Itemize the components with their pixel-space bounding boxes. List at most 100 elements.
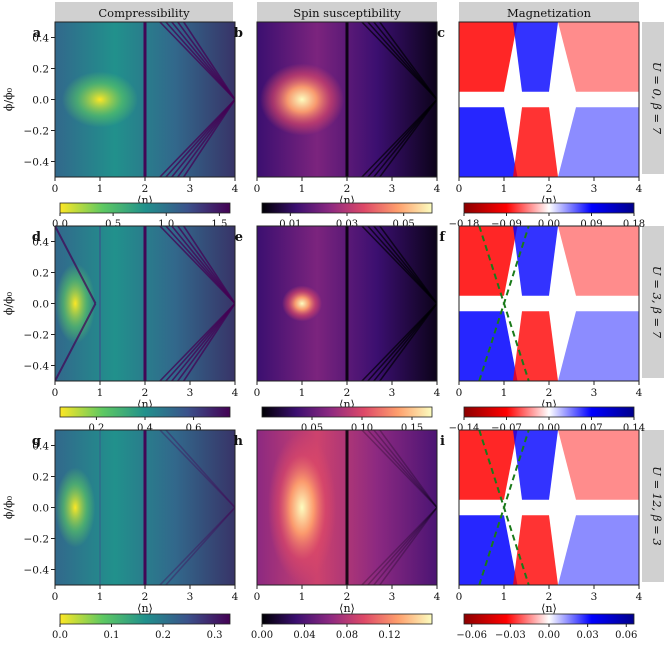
colorbar bbox=[261, 202, 433, 214]
panel-e: e0 1 2 3 4⟨n⟩0.05 0.10 0.15 bbox=[235, 225, 441, 434]
heatmap-image bbox=[257, 430, 437, 585]
x-tick-label: 4 bbox=[232, 387, 239, 399]
x-tick-label: 2 bbox=[344, 387, 351, 399]
colorbar-tick-label: −0.07 bbox=[491, 423, 522, 434]
x-tick-label: 1 bbox=[299, 591, 306, 603]
colorbar-tick-label: 0.08 bbox=[336, 630, 358, 641]
x-axis-label: ⟨n⟩ bbox=[339, 602, 355, 615]
x-tick-label: 0 bbox=[254, 387, 261, 399]
x-tick-label: 3 bbox=[591, 183, 598, 195]
x-tick-label: 3 bbox=[389, 387, 396, 399]
y-tick-label: 0.4 bbox=[32, 237, 49, 249]
panel-d: d0 1 2 3 4⟨n⟩0.40.20.0−0.2−0.4ϕ/ϕ₀0.2 0.4 0.6 bbox=[2, 225, 239, 434]
row-label: U = 0, β = 7 bbox=[650, 62, 664, 135]
colorbar-tick-label: 0.03 bbox=[577, 630, 599, 641]
x-tick-label: 2 bbox=[142, 591, 149, 603]
x-tick-label: 2 bbox=[546, 387, 553, 399]
colorbar-tick-label: 0.2 bbox=[155, 630, 171, 641]
panel-a: a0 1 2 3 4⟨n⟩0.40.20.0−0.2−0.4ϕ/ϕ₀0.0 0.5 1.0 1… bbox=[2, 21, 239, 230]
x-tick-label: 0 bbox=[254, 591, 261, 603]
colorbar-tick-label: 0.04 bbox=[293, 630, 315, 641]
colorbar-tick-label: 0.00 bbox=[538, 630, 560, 641]
panel-b: b0 1 2 3 4⟨n⟩0.01 0.03 0.05 bbox=[234, 21, 441, 230]
x-tick-label: 3 bbox=[389, 591, 396, 603]
colorbar-tick-label: 0.12 bbox=[378, 630, 400, 641]
x-tick-label: 1 bbox=[299, 387, 306, 399]
colorbar-tick-label: 0.5 bbox=[105, 219, 121, 230]
x-tick-label: 4 bbox=[636, 591, 643, 603]
x-tick-label: 2 bbox=[142, 183, 149, 195]
x-tick-label: 4 bbox=[232, 591, 239, 603]
x-tick-label: 3 bbox=[389, 183, 396, 195]
x-tick-label: 1 bbox=[97, 591, 104, 603]
colorbar bbox=[463, 613, 635, 625]
heatmap-panels: a 0 1 2 3 4 ⟨n⟩ 0.4 0.2 0.0 −0.2 −0.4 ϕ/ϕ₀ 0.0 0.5 1.0 1… bbox=[2, 21, 645, 641]
x-tick-label: 1 bbox=[299, 183, 306, 195]
row-label-tab-3: U = 12, β = 3 bbox=[642, 430, 664, 582]
y-tick-label: 0.2 bbox=[32, 472, 49, 484]
heatmap-image bbox=[257, 226, 437, 381]
colorbar-tick-label: 0.2 bbox=[88, 423, 104, 434]
y-axis-label: ϕ/ϕ₀ bbox=[2, 87, 15, 111]
x-tick-label: 0 bbox=[254, 183, 261, 195]
colorbar bbox=[463, 202, 635, 214]
y-tick-label: −0.2 bbox=[24, 126, 50, 138]
colorbar-tick-label: 0.00 bbox=[538, 423, 560, 434]
panel-letter: b bbox=[234, 26, 243, 41]
column-title: Spin susceptibility bbox=[293, 6, 401, 20]
colorbar-tick-label: 1.5 bbox=[211, 219, 227, 230]
y-tick-label: −0.4 bbox=[24, 157, 50, 169]
heatmap-image bbox=[459, 226, 639, 381]
x-tick-label: 2 bbox=[546, 183, 553, 195]
x-tick-label: 0 bbox=[52, 387, 59, 399]
x-tick-label: 1 bbox=[501, 591, 508, 603]
x-tick-label: 1 bbox=[501, 387, 508, 399]
colorbar-tick-label: 0.0 bbox=[52, 219, 68, 230]
y-axis-label: ϕ/ϕ₀ bbox=[2, 495, 15, 519]
colorbar-tick-label: 0.03 bbox=[336, 219, 358, 230]
colorbar bbox=[59, 613, 231, 625]
x-tick-label: 0 bbox=[52, 183, 59, 195]
row-label: U = 3, β = 7 bbox=[650, 266, 664, 339]
y-tick-label: 0.0 bbox=[32, 95, 49, 107]
colorbar-tick-label: 0.1 bbox=[104, 630, 120, 641]
guide-line bbox=[478, 429, 530, 586]
colorbar bbox=[261, 406, 433, 418]
column-title: Compressibility bbox=[98, 6, 190, 20]
colorbar-tick-label: 0.0 bbox=[52, 630, 68, 641]
x-axis-label: ⟨n⟩ bbox=[137, 602, 153, 615]
heatmap-image bbox=[55, 22, 235, 177]
x-tick-label: 1 bbox=[97, 183, 104, 195]
colorbar-tick-label: −0.18 bbox=[449, 219, 480, 230]
panel-g: g 0 1 2 3 4 ⟨n⟩ 0.4 0.2 0.0 −0.2 −0.4 ϕ/ϕ₀ 0.0 0.1 0.2 0… bbox=[2, 429, 239, 641]
colorbar-tick-label: 0.4 bbox=[137, 423, 153, 434]
y-tick-label: 0.4 bbox=[32, 33, 49, 45]
x-tick-label: 3 bbox=[187, 387, 194, 399]
colorbar-tick-label: −0.06 bbox=[456, 630, 487, 641]
row-label: U = 12, β = 3 bbox=[650, 466, 664, 546]
y-tick-label: 0.4 bbox=[32, 441, 49, 453]
heatmap-image bbox=[459, 22, 639, 177]
colorbar-tick-label: 0.18 bbox=[623, 219, 645, 230]
x-tick-label: 4 bbox=[232, 183, 239, 195]
colorbar-tick-label: −0.03 bbox=[495, 630, 526, 641]
x-tick-label: 0 bbox=[456, 387, 463, 399]
colorbar-tick-label: 0.3 bbox=[207, 630, 223, 641]
panel-c: c0 1 2 3 4⟨n⟩−0.18 −0.09 0.00 0.09 0.18 bbox=[437, 21, 645, 230]
colorbar-tick-label: −0.09 bbox=[491, 219, 522, 230]
y-tick-label: −0.4 bbox=[24, 565, 50, 577]
column-header-compressibility: Compressibility bbox=[55, 2, 233, 22]
x-tick-label: 1 bbox=[97, 387, 104, 399]
panel-i: i 0 1 2 3 4 ⟨n⟩ −0.06 −0.03 0.00 0.03 0.06 bbox=[440, 429, 643, 641]
x-tick-label: 3 bbox=[187, 183, 194, 195]
panel-letter: e bbox=[235, 230, 243, 245]
x-axis-label: ⟨n⟩ bbox=[541, 602, 557, 615]
guide-line bbox=[478, 225, 530, 382]
colorbar-tick-label: 0.10 bbox=[351, 423, 373, 434]
x-tick-label: 3 bbox=[591, 591, 598, 603]
row-label-tab-2: U = 3, β = 7 bbox=[642, 226, 664, 378]
column-header-spin-susceptibility: Spin susceptibility bbox=[257, 2, 437, 22]
x-tick-label: 2 bbox=[344, 591, 351, 603]
x-tick-label: 2 bbox=[344, 183, 351, 195]
colorbar-tick-label: 0.07 bbox=[580, 423, 602, 434]
